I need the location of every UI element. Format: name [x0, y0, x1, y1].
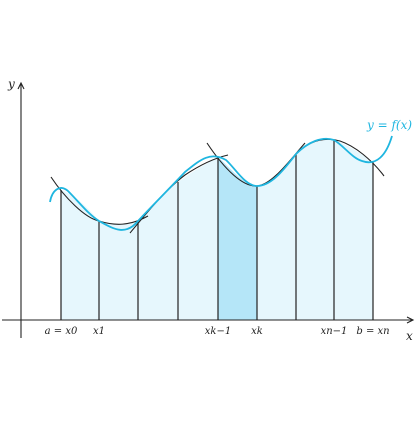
y-axis-label: y	[7, 77, 15, 91]
tick-label-a: a = x0	[45, 326, 78, 337]
strip-7	[296, 139, 334, 320]
strips	[61, 139, 373, 320]
tick-label-xn-1: xn−1	[321, 326, 348, 337]
x-axis-arrowhead	[406, 316, 415, 324]
tick-label-b: b = xn	[356, 326, 389, 337]
partition-lines	[60, 140, 374, 320]
y-axis-arrowhead	[17, 81, 25, 90]
strip-2	[99, 221, 138, 320]
strip-8	[334, 140, 373, 320]
axes	[2, 81, 415, 338]
strip-3	[138, 182, 178, 320]
strip-highlighted	[218, 157, 257, 320]
curve-label: y = f(x)	[366, 118, 412, 132]
tick-label-xk: xk	[251, 326, 263, 337]
tick-label-xk-1: xk−1	[205, 326, 231, 337]
function-curve	[49, 135, 393, 231]
x-axis-label: x	[406, 329, 413, 343]
strip-1	[61, 190, 99, 320]
tick-label-x1: x1	[93, 326, 105, 337]
strip-6	[257, 154, 296, 320]
strip-4	[178, 157, 218, 320]
tick-labels: a = x0 x1 xk−1 xk xn−1 b = xn	[45, 326, 390, 337]
